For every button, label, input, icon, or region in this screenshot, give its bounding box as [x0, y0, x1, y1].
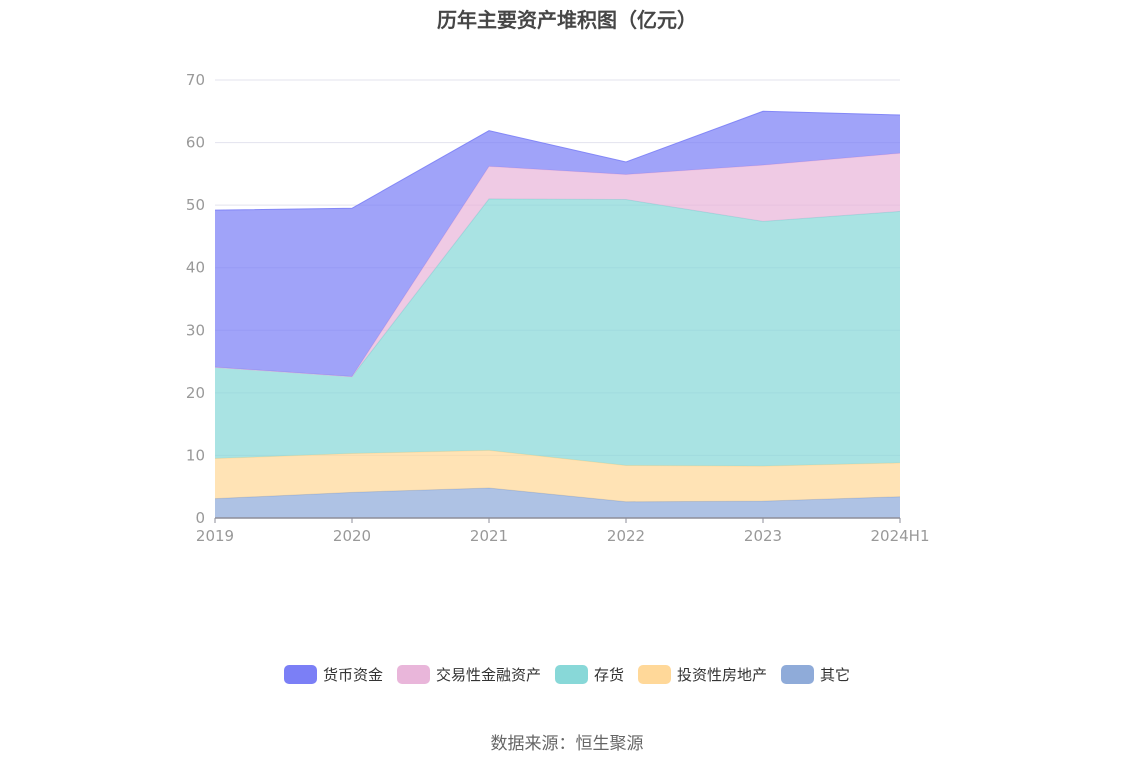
x-tick-label: 2020: [333, 527, 371, 545]
legend-label: 货币资金: [322, 666, 383, 684]
legend-label: 其它: [820, 666, 851, 684]
area-交易性金融资产: [215, 153, 900, 377]
y-tick-label: 20: [186, 384, 205, 402]
y-tick-label: 60: [186, 134, 205, 152]
y-tick-label: 70: [186, 71, 205, 89]
x-tick-label: 2021: [470, 527, 508, 545]
legend-swatch: [781, 665, 815, 684]
y-tick-label: 50: [186, 196, 205, 214]
legend-item[interactable]: 交易性金融资产: [396, 664, 541, 685]
chart-title: 历年主要资产堆积图（亿元）: [437, 8, 697, 32]
series-line-货币资金: [214, 110, 901, 211]
legend-item[interactable]: 货币资金: [283, 664, 383, 685]
area-存货: [215, 198, 900, 467]
legend-swatch: [554, 665, 588, 684]
legend-item[interactable]: 投资性房地产: [638, 664, 767, 685]
chart-legend: 货币资金 交易性金融资产 存货 投资性房地产 其它: [0, 664, 1134, 685]
y-tick-label: 40: [186, 259, 205, 277]
data-source: 数据来源：恒生聚源: [490, 734, 644, 754]
area-投资性房地产: [215, 450, 900, 502]
legend-label: 存货: [593, 666, 624, 684]
stacked-area-chart: 0 10 20 30 40 50 60 70 2019 2020 2021 2022 2023 2024H…: [186, 71, 930, 545]
area-其它: [215, 487, 900, 518]
x-tick-label: 2019: [196, 527, 234, 545]
x-tick-label: 2023: [744, 527, 782, 545]
area-货币资金: [215, 111, 900, 377]
legend-item[interactable]: 其它: [781, 664, 850, 685]
x-tick-label: 2022: [607, 527, 645, 545]
y-tick-label: 0: [195, 509, 205, 527]
x-tick-label: 2024H1: [871, 527, 930, 545]
legend-swatch: [396, 665, 430, 684]
y-tick-label: 30: [186, 321, 205, 339]
legend-item[interactable]: 存货: [554, 664, 624, 685]
legend-label: 投资性房地产: [677, 666, 768, 684]
legend-swatch: [638, 665, 671, 684]
legend-swatch: [283, 665, 317, 684]
legend-label: 交易性金融资产: [435, 666, 541, 684]
y-tick-label: 10: [186, 446, 205, 464]
